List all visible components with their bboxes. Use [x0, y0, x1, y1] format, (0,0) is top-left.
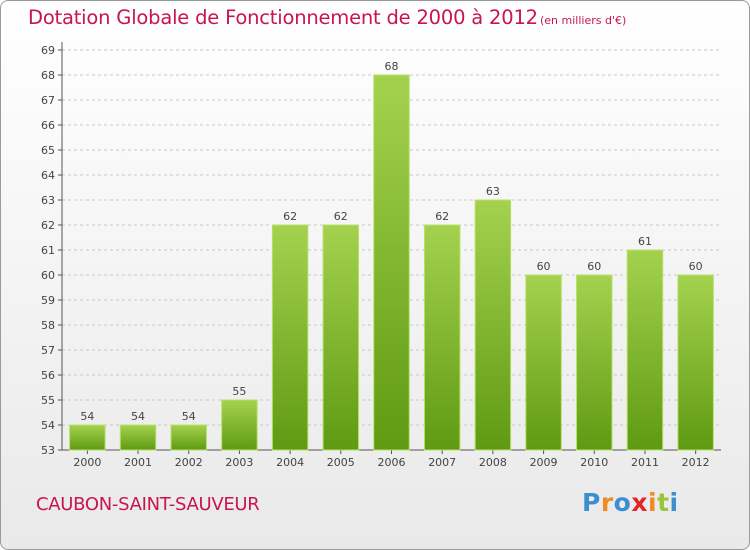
x-tick-label: 2002 [175, 456, 203, 469]
y-tick-label: 61 [41, 244, 55, 257]
data-label: 60 [587, 260, 601, 273]
y-tick-label: 58 [41, 319, 55, 332]
bar-2011 [626, 249, 664, 451]
logo-letter: i [669, 488, 679, 517]
bar-2004 [271, 224, 309, 451]
data-label: 68 [385, 60, 399, 73]
bar-2001 [119, 424, 157, 451]
data-label: 63 [486, 185, 500, 198]
logo-letter: r [600, 488, 614, 517]
logo-letter: i [648, 488, 658, 517]
bar-2012 [677, 274, 714, 451]
bar-2008 [474, 199, 512, 451]
data-label: 60 [537, 260, 551, 273]
data-label: 54 [131, 410, 145, 423]
bar-2000 [69, 424, 106, 451]
data-label: 55 [232, 385, 246, 398]
y-tick-label: 67 [41, 94, 55, 107]
logo-letter: x [631, 488, 648, 517]
x-tick-label: 2011 [631, 456, 659, 469]
data-label: 62 [435, 210, 449, 223]
x-tick-label: 2003 [225, 456, 253, 469]
logo-letter: o [613, 488, 632, 517]
y-tick-label: 53 [41, 444, 55, 457]
x-tick-label: 2010 [580, 456, 608, 469]
bar-2010 [576, 274, 613, 451]
y-tick-label: 65 [41, 144, 55, 157]
y-tick-label: 54 [41, 419, 55, 432]
bar-2006 [373, 74, 410, 451]
bar-2002 [170, 424, 207, 451]
data-label: 60 [689, 260, 703, 273]
bar-2009 [525, 274, 562, 451]
x-tick-label: 2001 [124, 456, 152, 469]
x-tick-label: 2007 [428, 456, 456, 469]
commune-name: CAUBON-SAINT-SAUVEUR [36, 494, 260, 515]
labels: 54 2000 54 2001 54 2002 55 2003 62 2004 62 2005 68 20… [73, 60, 709, 469]
x-tick-label: 2008 [479, 456, 507, 469]
data-label: 62 [334, 210, 348, 223]
y-tick-label: 57 [41, 344, 55, 357]
logo-letter: P [582, 488, 601, 517]
bars [69, 74, 714, 451]
y-tick-label: 63 [41, 194, 55, 207]
y-tick-label: 64 [41, 169, 55, 182]
proxiti-logo[interactable]: Proxiti [582, 488, 679, 517]
y-tick-label: 60 [41, 269, 55, 282]
bar-2007 [423, 224, 461, 451]
x-tick-label: 2005 [327, 456, 355, 469]
x-tick-label: 2009 [530, 456, 558, 469]
data-label: 62 [283, 210, 297, 223]
y-tick-label: 62 [41, 219, 55, 232]
data-label: 61 [638, 235, 652, 248]
x-tick-label: 2006 [378, 456, 406, 469]
y-tick-label: 69 [41, 44, 55, 57]
logo-letter: t [657, 488, 670, 517]
x-tick-label: 2000 [73, 456, 101, 469]
data-label: 54 [182, 410, 196, 423]
grid-lines [62, 49, 721, 451]
x-tick-label: 2012 [682, 456, 710, 469]
bar-2003 [221, 399, 258, 451]
y-tick-label: 68 [41, 69, 55, 82]
y-tick-label: 56 [41, 369, 55, 382]
data-label: 54 [80, 410, 94, 423]
x-tick-label: 2004 [276, 456, 304, 469]
chart-unit: (en milliers d'€) [540, 14, 627, 27]
y-tick-label: 55 [41, 394, 55, 407]
y-tick-label: 66 [41, 119, 55, 132]
bar-2005 [322, 224, 360, 451]
chart-title: Dotation Globale de Fonctionnement de 20… [28, 6, 538, 29]
y-tick-label: 59 [41, 294, 55, 307]
